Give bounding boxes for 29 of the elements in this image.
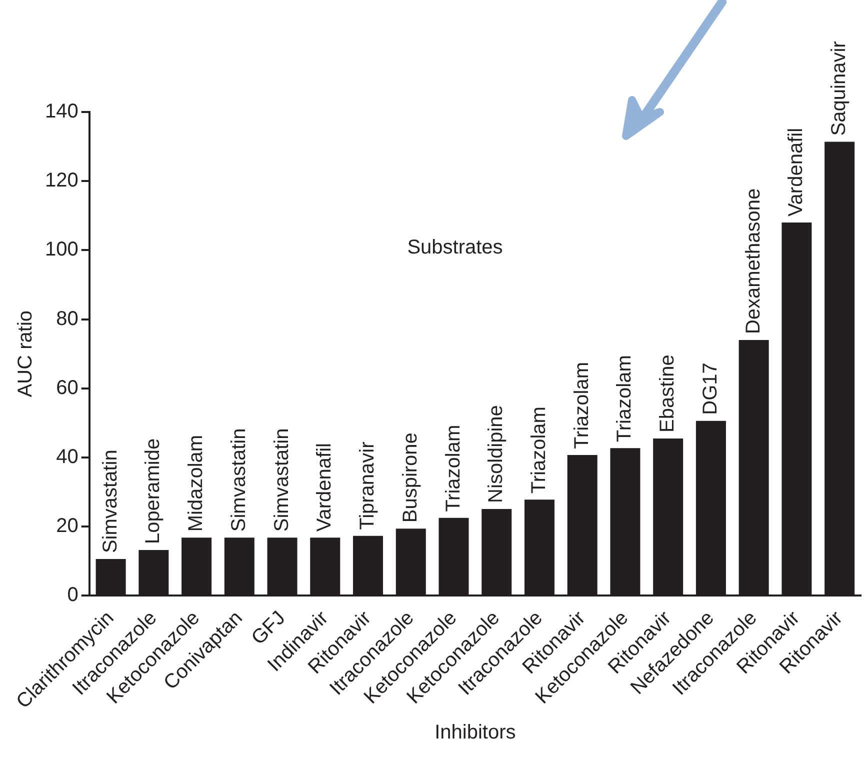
data-label: Tipranavir (356, 441, 379, 530)
data-label: Vardenafil (785, 128, 808, 217)
annotation: Substrates (407, 236, 503, 259)
x-axis-title: Inhibitors (434, 722, 516, 744)
y-axis-title: AUC ratio (14, 310, 37, 398)
data-label: Simvastatin (228, 428, 250, 532)
y-tick-label: 80 (56, 308, 78, 330)
y-tick-label: 0 (67, 584, 78, 606)
y-tick-label: 100 (44, 238, 78, 261)
y-tick-label: 40 (56, 446, 78, 468)
data-label: Dexamethasone (742, 188, 764, 334)
data-label: Triazolam (442, 424, 464, 512)
data-label: Loperamide (142, 438, 164, 544)
data-label: Simvastatin (99, 450, 122, 554)
data-label: Buspirone (399, 432, 422, 523)
y-tick-label: 120 (44, 170, 78, 192)
data-label: Midazolam (185, 434, 208, 532)
data-label: DG17 (699, 362, 722, 415)
data-label: Nisoldipine (485, 405, 508, 503)
data-label: Triazolam (614, 355, 636, 442)
y-tick-label: 60 (56, 376, 78, 399)
data-label: Saquinavir (828, 40, 850, 136)
data-label: Vardenafil (314, 443, 336, 532)
y-tick-label: 20 (56, 515, 78, 538)
data-label: Triazolam (570, 362, 593, 450)
data-label: Ebastine (656, 354, 679, 432)
data-label: Simvastatin (270, 428, 293, 532)
data-label: Triazolam (528, 406, 550, 494)
y-tick-label: 140 (44, 100, 78, 123)
